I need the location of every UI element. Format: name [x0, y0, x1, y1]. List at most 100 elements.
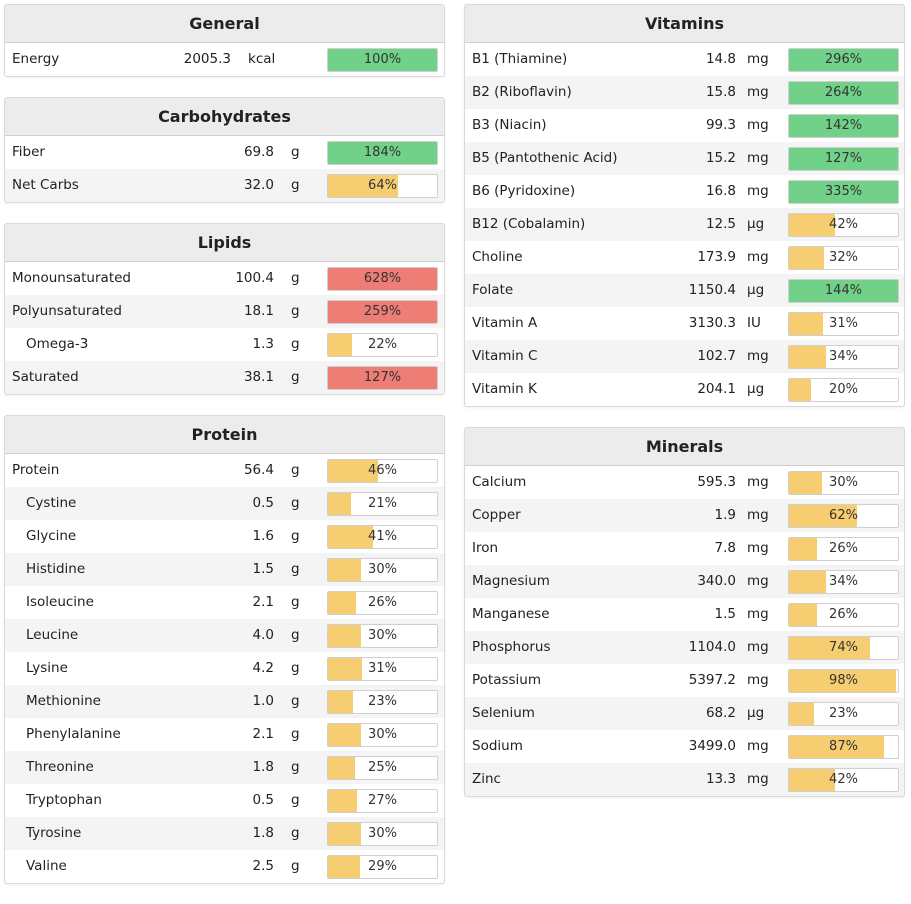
nutrient-unit: g [291, 144, 300, 160]
nutrient-name: Threonine [26, 759, 94, 775]
progress-bar-fill [789, 346, 827, 368]
nutrient-unit: g [291, 759, 300, 775]
nutrient-row-vitamin-c: Vitamin C 102.7 mg 34% [465, 340, 904, 373]
nutrient-amount: 173.9 [697, 249, 736, 265]
progress-bar: 98% [788, 669, 899, 693]
progress-bar-label: 31% [829, 316, 858, 331]
nutrient-name: Manganese [472, 606, 550, 622]
nutrient-amount: 2005.3 [183, 51, 231, 67]
progress-bar: 23% [327, 690, 438, 714]
progress-bar: 127% [327, 366, 438, 390]
minerals-panel-title: Minerals [465, 428, 904, 466]
nutrient-amount: 38.1 [243, 369, 274, 385]
progress-bar: 142% [788, 114, 899, 138]
progress-bar-fill [328, 142, 437, 164]
progress-bar: 42% [788, 213, 899, 237]
nutrient-unit: mg [747, 771, 769, 787]
nutrient-row-iron: Iron 7.8 mg 26% [465, 532, 904, 565]
progress-bar-label: 87% [829, 739, 858, 754]
nutrient-name: Vitamin A [472, 315, 538, 331]
lipids-panel-title: Lipids [5, 224, 444, 262]
nutrient-unit: mg [747, 51, 769, 67]
nutrient-name: Sodium [472, 738, 523, 754]
nutrient-name: Phenylalanine [26, 726, 121, 742]
nutrient-unit: g [291, 561, 300, 577]
progress-bar-fill [789, 49, 898, 71]
progress-bar: 41% [327, 525, 438, 549]
progress-bar: 30% [327, 624, 438, 648]
progress-bar-fill [328, 625, 361, 647]
progress-bar-label: 30% [368, 826, 397, 841]
progress-bar-fill [328, 334, 352, 356]
progress-bar-label: 264% [824, 85, 863, 100]
nutrient-unit: g [291, 336, 300, 352]
progress-bar: 74% [788, 636, 899, 660]
progress-bar-label: 64% [368, 178, 397, 193]
nutrient-amount: 0.5 [252, 495, 274, 511]
nutrient-unit: mg [747, 474, 769, 490]
nutrient-row-threonine: Threonine 1.8 g 25% [5, 751, 444, 784]
nutrient-row-selenium: Selenium 68.2 µg 23% [465, 697, 904, 730]
progress-bar-fill [789, 379, 811, 401]
progress-bar-fill [789, 703, 815, 725]
nutrient-unit: g [291, 177, 300, 193]
nutrient-amount: 204.1 [697, 381, 736, 397]
progress-bar-label: 23% [368, 694, 397, 709]
nutrient-row-copper: Copper 1.9 mg 62% [465, 499, 904, 532]
nutrient-unit: µg [747, 705, 765, 721]
nutrient-amount: 14.8 [705, 51, 736, 67]
nutrient-unit: µg [747, 282, 765, 298]
progress-bar-fill [789, 313, 823, 335]
progress-bar: 26% [788, 603, 899, 627]
progress-bar-fill [789, 280, 898, 302]
nutrient-amount: 2.5 [252, 858, 274, 874]
nutrient-row-b1-thiamine: B1 (Thiamine) 14.8 mg 296% [465, 43, 904, 76]
progress-bar: 20% [788, 378, 899, 402]
progress-bar: 144% [788, 279, 899, 303]
nutrient-unit: mg [747, 348, 769, 364]
nutrient-row-energy: Energy 2005.3 kcal 100% [5, 43, 444, 76]
progress-bar: 42% [788, 768, 899, 792]
progress-bar-label: 30% [368, 562, 397, 577]
progress-bar-fill [789, 538, 818, 560]
progress-bar-fill [328, 268, 437, 290]
nutrient-row-tryptophan: Tryptophan 0.5 g 27% [5, 784, 444, 817]
progress-bar-fill [328, 724, 361, 746]
progress-bar-label: 20% [829, 382, 858, 397]
progress-bar-fill [789, 181, 898, 203]
nutrient-amount: 1.9 [714, 507, 736, 523]
nutrient-name: Isoleucine [26, 594, 94, 610]
nutrient-unit: mg [747, 639, 769, 655]
nutrient-name: Iron [472, 540, 499, 556]
general-panel-title: General [5, 5, 444, 43]
nutrient-unit: g [291, 528, 300, 544]
nutrient-unit: g [291, 792, 300, 808]
nutrient-amount: 1.6 [252, 528, 274, 544]
nutrient-row-b2-riboflavin: B2 (Riboflavin) 15.8 mg 264% [465, 76, 904, 109]
nutrient-amount: 4.2 [252, 660, 274, 676]
progress-bar-label: 30% [368, 727, 397, 742]
nutrient-unit: g [291, 369, 300, 385]
nutrient-amount: 1.8 [252, 759, 274, 775]
progress-bar-label: 22% [368, 337, 397, 352]
nutrient-row-b6-pyridoxine: B6 (Pyridoxine) 16.8 mg 335% [465, 175, 904, 208]
nutrient-amount: 0.5 [252, 792, 274, 808]
progress-bar: 34% [788, 345, 899, 369]
progress-bar-fill [328, 658, 362, 680]
progress-bar-label: 127% [363, 370, 402, 385]
nutrient-amount: 16.8 [705, 183, 736, 199]
nutrient-unit: mg [747, 150, 769, 166]
progress-bar: 30% [327, 558, 438, 582]
progress-bar: 127% [788, 147, 899, 171]
nutrient-row-tyrosine: Tyrosine 1.8 g 30% [5, 817, 444, 850]
progress-bar-fill [789, 604, 818, 626]
nutrient-name: Tryptophan [26, 792, 102, 808]
nutrient-unit: mg [747, 540, 769, 556]
nutrient-unit: g [291, 858, 300, 874]
nutrient-unit: mg [747, 573, 769, 589]
progress-bar: 259% [327, 300, 438, 324]
progress-bar-label: 100% [363, 52, 402, 67]
nutrient-row-isoleucine: Isoleucine 2.1 g 26% [5, 586, 444, 619]
progress-bar: 26% [788, 537, 899, 561]
nutrient-unit: g [291, 594, 300, 610]
